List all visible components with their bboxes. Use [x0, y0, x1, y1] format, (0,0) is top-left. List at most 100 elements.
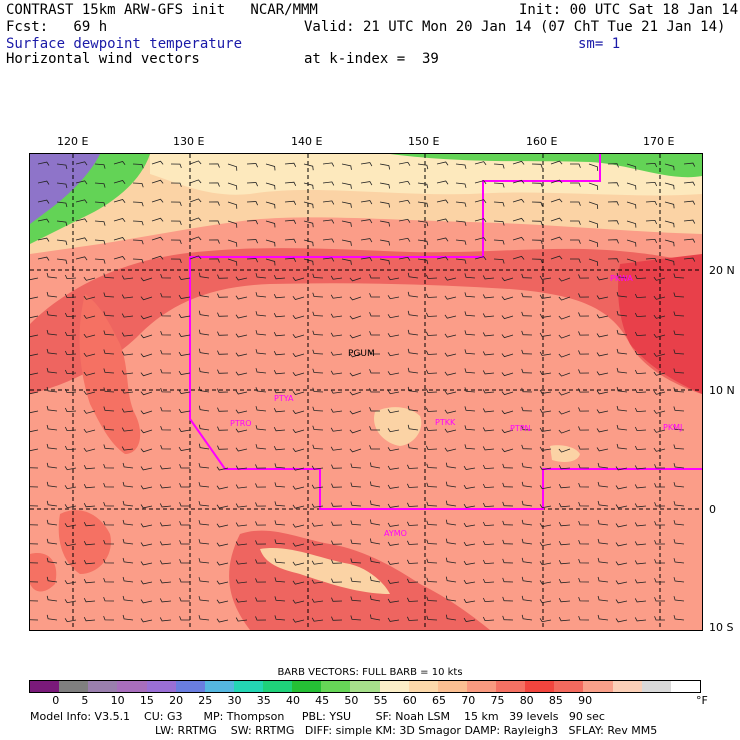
- wind-barb: [46, 329, 58, 336]
- wind-barb: [369, 293, 380, 298]
- wind-barb: [407, 348, 419, 355]
- wind-barb: [521, 368, 533, 374]
- wind-barb: [198, 291, 210, 298]
- wind-barb: [482, 389, 495, 394]
- wind-barb: [255, 406, 267, 412]
- wind-barb: [322, 219, 335, 224]
- wind-barb: [436, 218, 449, 223]
- wind-barb: [474, 199, 487, 204]
- wind-barb: [558, 410, 571, 415]
- color-bar-tick: 90: [578, 694, 593, 707]
- wind-barb: [474, 237, 487, 242]
- wind-barb: [103, 387, 115, 393]
- wind-barb: [654, 464, 665, 469]
- wind-barb: [654, 521, 665, 526]
- wind-barb: [216, 504, 229, 509]
- color-swatch: [670, 681, 700, 692]
- wind-barb: [673, 596, 685, 602]
- lat-label-10s: 10 S: [709, 621, 734, 634]
- wind-barb: [255, 521, 267, 526]
- wind-barb: [140, 334, 153, 339]
- wind-barb: [312, 311, 324, 317]
- color-swatch: [496, 681, 526, 692]
- wind-barb: [113, 218, 126, 222]
- wind-barb: [596, 333, 609, 338]
- wind-barb: [502, 539, 514, 545]
- wind-barb: [673, 558, 685, 564]
- wind-barb: [558, 465, 571, 470]
- wind-barb: [178, 389, 191, 395]
- wind-barb: [417, 201, 429, 208]
- wind-barb: [235, 333, 248, 338]
- wind-barb: [103, 406, 115, 412]
- wind-barb: [75, 180, 88, 185]
- wind-barb: [426, 331, 438, 336]
- wind-barb: [303, 239, 314, 247]
- wind-barb: [369, 595, 381, 602]
- station-ptkk: PTKK: [435, 418, 456, 427]
- wind-barb: [46, 348, 58, 355]
- wind-barb: [83, 314, 96, 319]
- wind-barb: [273, 275, 286, 280]
- wind-barb: [550, 255, 563, 260]
- wind-barb: [407, 464, 419, 469]
- wind-barb: [56, 201, 68, 208]
- wind-barb: [331, 597, 343, 602]
- wind-barb: [379, 258, 391, 265]
- lon-label-150: 150 E: [408, 135, 440, 148]
- wind-barb: [379, 163, 391, 170]
- wind-barb: [113, 180, 126, 184]
- wind-barb: [274, 520, 286, 526]
- wind-barb: [539, 370, 552, 375]
- wind-barb: [273, 332, 286, 337]
- wind-barb: [255, 502, 267, 507]
- color-bar-tick: 75: [490, 694, 505, 707]
- wind-barb: [387, 428, 400, 433]
- wind-barb: [578, 445, 590, 450]
- wind-barb: [673, 463, 685, 469]
- wind-barb: [46, 386, 58, 393]
- wind-barb: [273, 446, 286, 451]
- wind-barb: [463, 579, 476, 585]
- color-bar-tick: 80: [519, 694, 534, 707]
- wind-barb: [407, 559, 419, 564]
- wind-barb: [178, 446, 191, 452]
- color-bar-tick: 20: [169, 694, 184, 707]
- lon-label-170: 170 E: [643, 135, 675, 148]
- model-info: Model Info: V3.5.1 CU: G3 MP: Thompson P…: [30, 710, 605, 723]
- wind-barb: [387, 560, 400, 565]
- wind-barb: [265, 258, 276, 266]
- wind-barb: [330, 275, 343, 280]
- wind-barb: [312, 444, 324, 450]
- color-bar-tick: 10: [110, 694, 125, 707]
- wind-barb: [274, 463, 286, 469]
- wind-barb: [179, 483, 190, 488]
- wind-barb: [292, 372, 305, 376]
- wind-barb: [482, 370, 495, 375]
- wind-barb: [140, 618, 153, 623]
- forecast-hour: Fcst: 69 h: [6, 19, 108, 35]
- wind-barb: [83, 598, 96, 603]
- wind-barb: [198, 501, 210, 507]
- wind-barb: [103, 330, 115, 336]
- wind-barb: [265, 182, 276, 190]
- wind-barb: [46, 595, 58, 602]
- wind-barb: [539, 618, 552, 623]
- wind-barb: [46, 614, 58, 621]
- wind-barb: [255, 483, 267, 488]
- wind-barb: [64, 388, 77, 394]
- wind-barb: [216, 580, 229, 585]
- wind-barb: [634, 293, 647, 299]
- wind-barb: [474, 256, 487, 261]
- wind-barb: [292, 580, 305, 585]
- wind-barb: [350, 520, 362, 526]
- color-swatch: [146, 681, 176, 692]
- wind-barb: [464, 406, 476, 412]
- wind-barb: [235, 447, 248, 452]
- wind-barb: [140, 561, 153, 566]
- lat-label-0: 0: [709, 503, 716, 516]
- wind-barb: [407, 483, 419, 488]
- wind-barb: [417, 163, 429, 170]
- wind-barb: [121, 408, 134, 413]
- wind-barb: [616, 329, 628, 336]
